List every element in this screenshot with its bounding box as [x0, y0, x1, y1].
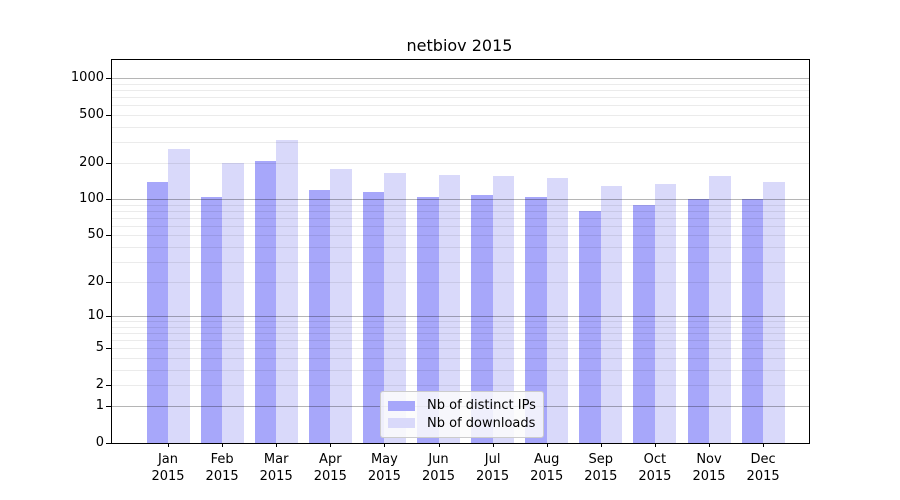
x-tick-label: Mar 2015 [259, 452, 293, 484]
x-tick-mark [438, 443, 440, 447]
y-tick-mark [106, 282, 111, 284]
y-tick-mark [106, 443, 111, 444]
y-tick-label: 0 [95, 435, 104, 450]
y-tick-mark [106, 235, 111, 237]
bars-layer [112, 60, 809, 443]
bar-downloads-jun [438, 174, 460, 443]
bar-downloads-sep [600, 185, 623, 443]
plot-area: Nb of distinct IPs Nb of downloads [111, 59, 810, 444]
y-tick-label: 100 [79, 191, 104, 207]
x-tick-label: May 2015 [367, 452, 401, 484]
bar-downloads-dec [763, 181, 785, 443]
bar-distinct-ips-jan [146, 181, 168, 443]
bar-downloads-aug [546, 178, 569, 443]
x-tick-label: Aug 2015 [530, 452, 564, 484]
y-tick-label: 50 [87, 227, 104, 243]
bar-downloads-oct [654, 183, 677, 443]
bar-downloads-jan [168, 149, 190, 443]
y-tick-label: 200 [79, 155, 104, 171]
y-tick-label: 1 [95, 398, 104, 414]
x-tick-mark [330, 443, 332, 447]
x-tick-mark [492, 443, 494, 447]
legend-label-distinct-ips: Nb of distinct IPs [427, 398, 536, 414]
x-tick-mark [654, 443, 656, 447]
legend-label-downloads: Nb of downloads [427, 415, 536, 431]
bar-distinct-ips-apr [308, 189, 331, 443]
legend: Nb of distinct IPs Nb of downloads [380, 391, 544, 438]
y-tick-mark [106, 114, 111, 116]
y-tick-mark [106, 199, 111, 201]
y-tick-mark [106, 385, 111, 386]
x-tick-mark [168, 443, 169, 447]
legend-row-distinct-ips: Nb of distinct IPs [388, 398, 536, 414]
chart-title: netbiov 2015 [406, 36, 513, 55]
y-tick-mark [106, 316, 111, 318]
legend-swatch-distinct-ips-icon [388, 400, 415, 411]
x-tick-label: Sep 2015 [584, 452, 618, 484]
x-tick-label: Jan 2015 [151, 452, 185, 484]
bar-distinct-ips-sep [579, 211, 601, 443]
bar-downloads-may [384, 173, 406, 443]
y-tick-mark [106, 163, 111, 165]
bar-distinct-ips-jun [417, 196, 439, 443]
y-tick-mark [106, 348, 111, 350]
x-tick-label: Jun 2015 [421, 452, 456, 484]
legend-row-downloads: Nb of downloads [388, 415, 536, 431]
bar-downloads-nov [709, 176, 731, 443]
x-tick-mark [276, 443, 278, 447]
bar-downloads-feb [222, 163, 244, 443]
legend-swatch-downloads-icon [388, 418, 415, 429]
bar-downloads-apr [330, 169, 352, 443]
y-tick-mark [106, 406, 111, 408]
bar-downloads-jul [492, 176, 515, 443]
bar-distinct-ips-may [362, 192, 385, 443]
bar-distinct-ips-mar [254, 161, 277, 443]
x-tick-label: Dec 2015 [746, 452, 780, 484]
x-tick-mark [222, 443, 224, 447]
y-tick-mark [106, 78, 111, 80]
x-tick-label: Nov 2015 [692, 452, 726, 484]
x-tick-mark [546, 443, 548, 447]
y-tick-label: 1000 [70, 70, 104, 86]
y-tick-label: 10 [87, 308, 104, 324]
bar-distinct-ips-aug [525, 196, 547, 443]
x-tick-label: Apr 2015 [313, 452, 347, 484]
y-tick-label: 5 [95, 340, 104, 356]
x-tick-mark [384, 443, 386, 447]
bar-distinct-ips-nov [687, 199, 709, 443]
bar-distinct-ips-feb [200, 196, 223, 443]
y-tick-label: 20 [87, 274, 104, 290]
x-tick-label: Jul 2015 [476, 452, 510, 484]
x-tick-mark [600, 443, 602, 447]
x-tick-label: Feb 2015 [205, 452, 239, 484]
y-tick-label: 2 [95, 377, 104, 392]
bar-distinct-ips-oct [633, 204, 655, 443]
bar-downloads-mar [276, 140, 298, 443]
y-tick-label: 500 [79, 106, 104, 122]
x-tick-mark [763, 443, 765, 447]
bar-distinct-ips-dec [741, 199, 764, 443]
bar-distinct-ips-jul [471, 195, 493, 443]
x-tick-label: Oct 2015 [638, 452, 672, 484]
x-tick-mark [709, 443, 710, 447]
